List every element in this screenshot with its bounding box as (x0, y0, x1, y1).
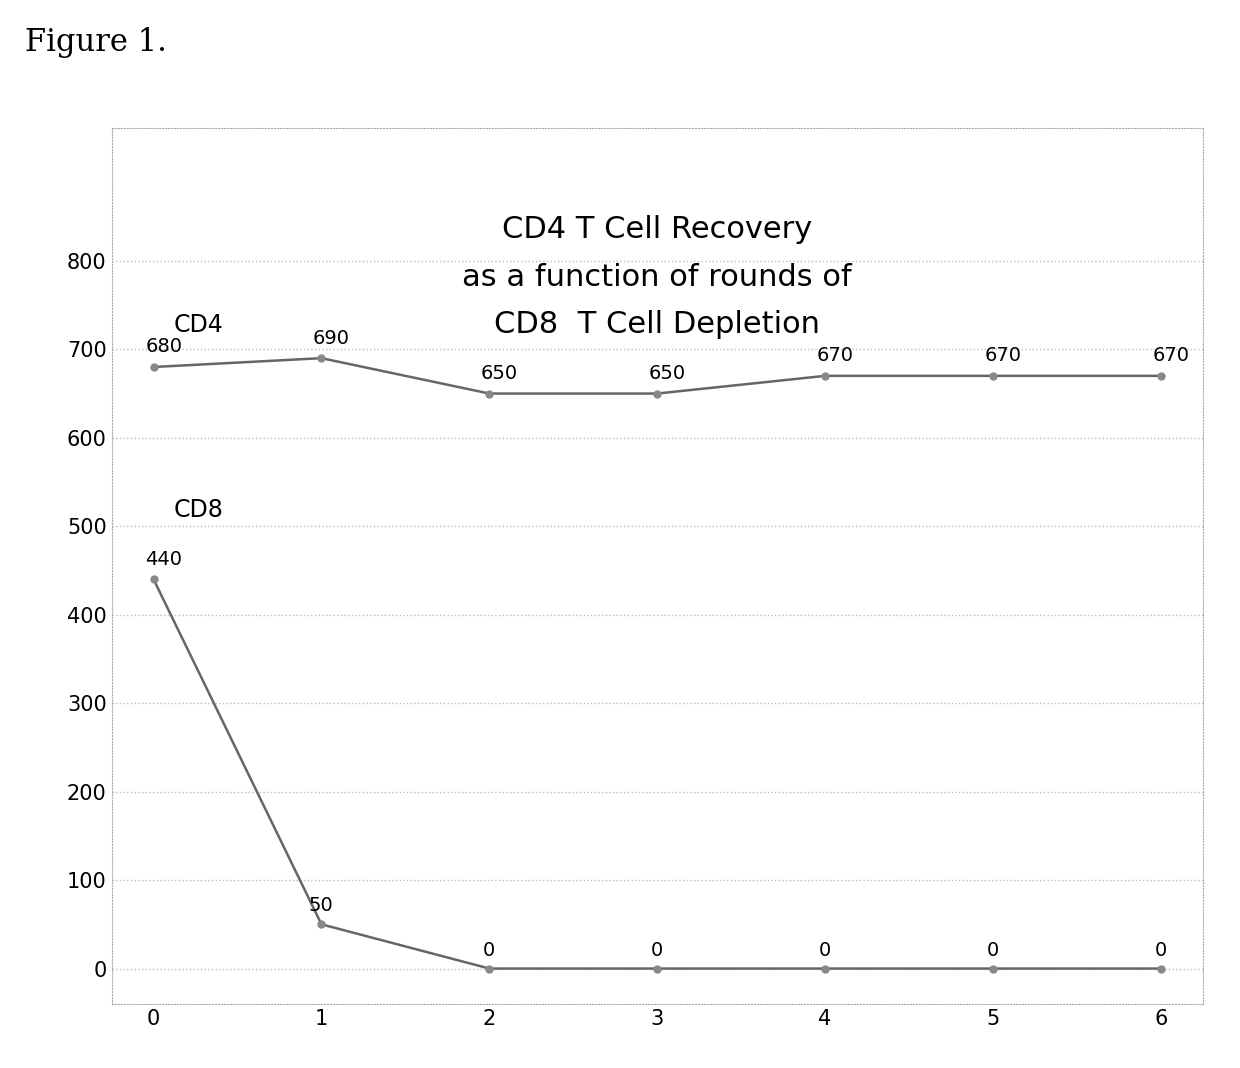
Text: 670: 670 (817, 346, 853, 365)
Text: 440: 440 (145, 550, 182, 568)
Text: 650: 650 (649, 364, 686, 383)
Text: 0: 0 (818, 941, 831, 960)
Text: 0: 0 (1154, 941, 1167, 960)
Text: 690: 690 (312, 329, 350, 347)
Text: 680: 680 (145, 337, 182, 357)
Text: CD4: CD4 (174, 313, 223, 336)
Text: 670: 670 (985, 346, 1022, 365)
Text: CD4 T Cell Recovery
as a function of rounds of
CD8  T Cell Depletion: CD4 T Cell Recovery as a function of rou… (463, 215, 852, 339)
Text: 0: 0 (484, 941, 496, 960)
Text: 670: 670 (1152, 346, 1189, 365)
Text: 50: 50 (308, 896, 332, 915)
Text: 0: 0 (987, 941, 999, 960)
Text: CD8: CD8 (174, 499, 223, 522)
Text: Figure 1.: Figure 1. (25, 27, 166, 58)
Text: 0: 0 (651, 941, 663, 960)
Text: 650: 650 (481, 364, 518, 383)
